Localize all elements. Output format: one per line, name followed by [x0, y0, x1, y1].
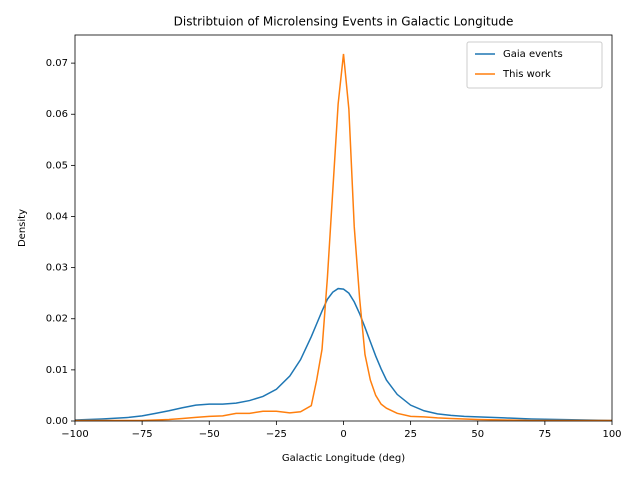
legend-label: This work [502, 69, 551, 80]
x-axis-label: Galactic Longitude (deg) [282, 453, 405, 464]
y-tick-label: 0.02 [46, 314, 68, 325]
y-tick-label: 0.05 [46, 160, 68, 171]
x-tick-label: −25 [266, 429, 287, 440]
x-tick-label: −50 [199, 429, 220, 440]
y-tick-label: 0.06 [46, 109, 68, 120]
y-tick-label: 0.07 [46, 58, 68, 69]
y-tick-label: 0.03 [46, 263, 68, 274]
y-tick-label: 0.01 [46, 365, 68, 376]
x-tick-label: 50 [471, 429, 484, 440]
x-tick-label: −100 [61, 429, 88, 440]
y-tick-label: 0.04 [46, 211, 68, 222]
series-line [74, 287, 613, 422]
x-tick-label: 25 [404, 429, 417, 440]
x-tick-label: 75 [539, 429, 552, 440]
series-line [75, 53, 612, 422]
chart-title: Distribtuion of Microlensing Events in G… [174, 15, 514, 29]
axes-frame [74, 34, 613, 422]
x-tick-label: 0 [340, 429, 346, 440]
x-tick-label: −75 [132, 429, 153, 440]
x-tick-label: 100 [602, 429, 621, 440]
y-tick-label: 0.00 [46, 416, 68, 427]
legend-box [466, 41, 603, 89]
y-axis-label: Density [17, 209, 28, 247]
legend-label: Gaia events [503, 49, 563, 60]
